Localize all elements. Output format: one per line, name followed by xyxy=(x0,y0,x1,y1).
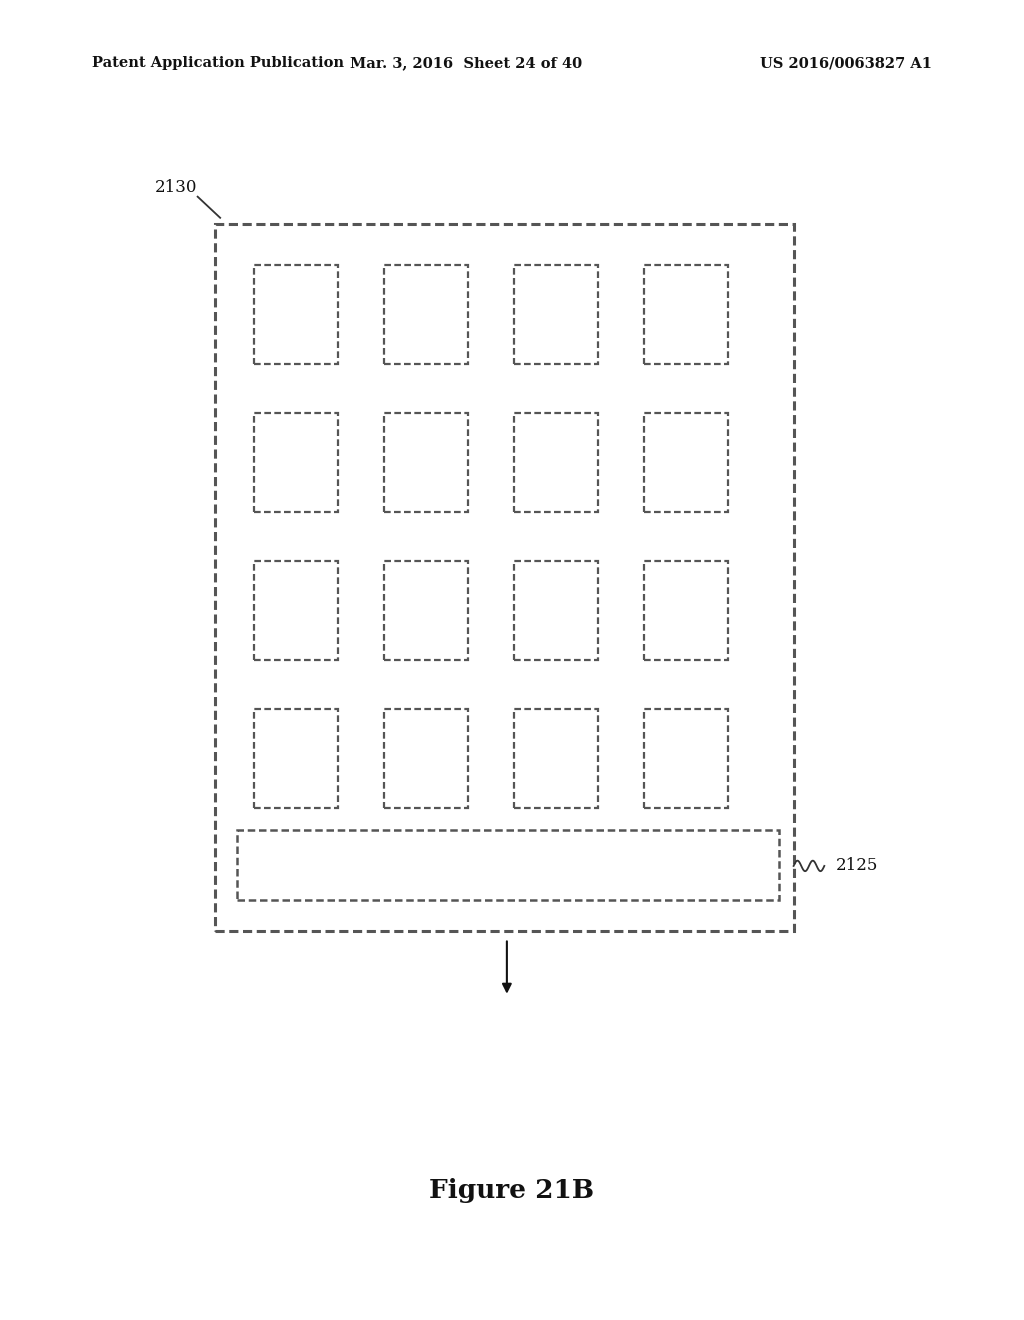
Bar xyxy=(644,265,728,364)
Bar xyxy=(254,561,338,660)
Text: US 2016/0063827 A1: US 2016/0063827 A1 xyxy=(760,57,932,70)
Bar xyxy=(644,709,728,808)
Bar xyxy=(514,265,598,364)
Bar xyxy=(215,224,794,931)
Bar xyxy=(384,561,468,660)
Bar xyxy=(514,413,598,512)
Bar xyxy=(254,265,338,364)
Bar xyxy=(514,709,598,808)
Text: 2130: 2130 xyxy=(155,180,198,195)
Bar xyxy=(514,561,598,660)
Bar xyxy=(254,709,338,808)
Bar xyxy=(254,413,338,512)
Text: Figure 21B: Figure 21B xyxy=(429,1179,595,1203)
Bar xyxy=(644,561,728,660)
Bar xyxy=(384,265,468,364)
Bar xyxy=(644,413,728,512)
Bar xyxy=(384,709,468,808)
Bar xyxy=(384,413,468,512)
Bar xyxy=(237,830,779,900)
Text: 2125: 2125 xyxy=(836,858,878,874)
Text: Mar. 3, 2016  Sheet 24 of 40: Mar. 3, 2016 Sheet 24 of 40 xyxy=(350,57,582,70)
Text: Patent Application Publication: Patent Application Publication xyxy=(92,57,344,70)
